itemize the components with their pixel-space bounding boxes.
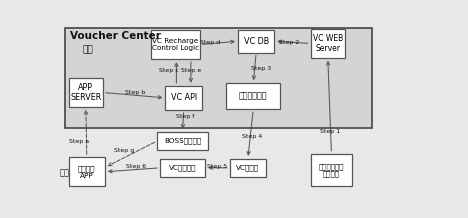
Text: VC DB: VC DB xyxy=(243,37,269,46)
Text: Step d: Step d xyxy=(200,40,220,45)
Bar xyxy=(69,157,105,186)
Text: VC卡售卖商: VC卡售卖商 xyxy=(169,165,197,171)
Text: Step 1: Step 1 xyxy=(321,129,341,135)
Text: Step 2: Step 2 xyxy=(279,40,300,45)
Text: BOSS账户系统: BOSS账户系统 xyxy=(164,138,201,144)
Bar xyxy=(238,30,274,53)
Bar xyxy=(65,27,372,128)
Bar xyxy=(160,159,205,177)
Bar xyxy=(151,30,200,59)
Text: Voucher Center: Voucher Center xyxy=(70,31,161,41)
Text: VC API: VC API xyxy=(170,94,197,102)
Bar xyxy=(311,154,352,186)
Text: Step b: Step b xyxy=(124,90,145,95)
Bar xyxy=(166,86,202,110)
Text: Step c: Step c xyxy=(159,68,179,73)
Bar xyxy=(157,132,208,150)
Text: 系统: 系统 xyxy=(82,46,93,54)
Text: Step 3: Step 3 xyxy=(251,66,271,71)
Text: APP
SERVER: APP SERVER xyxy=(70,83,102,102)
Text: 手机充値
APP: 手机充値 APP xyxy=(78,165,95,179)
Text: Step 5: Step 5 xyxy=(207,164,227,169)
Text: Step a: Step a xyxy=(69,139,89,144)
Bar xyxy=(226,83,280,109)
Text: 二维码生成器: 二维码生成器 xyxy=(239,92,268,101)
Text: Step g: Step g xyxy=(114,148,135,153)
Text: VC WEB
Server: VC WEB Server xyxy=(313,34,343,53)
Bar xyxy=(69,78,103,107)
Text: VC卡制卡: VC卡制卡 xyxy=(236,165,259,171)
Bar xyxy=(230,159,266,177)
Text: 用户: 用户 xyxy=(59,168,70,177)
Bar xyxy=(311,29,345,58)
Text: VC Recharge
Control Logic: VC Recharge Control Logic xyxy=(152,38,199,51)
Text: Step 6: Step 6 xyxy=(126,164,146,169)
Text: Step e: Step e xyxy=(181,68,201,73)
Text: 运营商系统操
作维护台: 运营商系统操 作维护台 xyxy=(319,163,344,177)
Text: Step 4: Step 4 xyxy=(242,135,263,140)
Text: Step f: Step f xyxy=(176,114,194,119)
